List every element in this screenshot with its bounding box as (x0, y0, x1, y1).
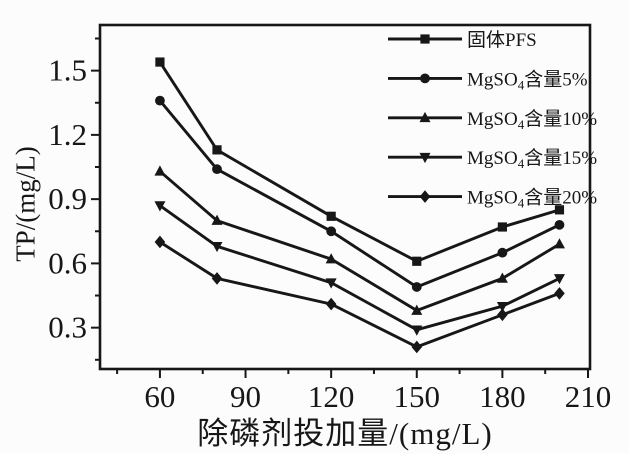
data-point-marker (154, 201, 166, 212)
x-tick-label: 90 (230, 379, 261, 414)
y-tick-label: 1.2 (48, 117, 87, 152)
data-point-marker (211, 214, 223, 225)
y-tick-label: 0.3 (48, 310, 87, 345)
data-point-marker (211, 272, 223, 285)
data-point-marker (325, 253, 337, 264)
data-point-marker (420, 34, 430, 44)
legend-item: MgSO4含量5% (388, 68, 588, 92)
legend-item: 固体PFS (388, 29, 537, 51)
series-diamond (154, 235, 565, 354)
data-point-marker (411, 304, 423, 315)
data-point-marker (154, 165, 166, 176)
data-point-marker (554, 219, 565, 230)
data-point-marker (325, 297, 337, 311)
legend-item: MgSO4含量15% (388, 147, 597, 171)
x-tick-label: 150 (394, 379, 441, 414)
data-point-marker (326, 226, 337, 237)
data-point-marker (326, 211, 336, 221)
series-triangle-down (154, 201, 565, 336)
data-point-marker (496, 301, 508, 313)
data-point-marker (212, 145, 222, 155)
y-tick-label: 0.9 (48, 181, 87, 216)
data-point-marker (420, 73, 430, 84)
y-tick-label: 1.5 (48, 53, 87, 88)
series-line (158, 61, 560, 263)
series-square (155, 57, 565, 266)
y-tick-label: 0.6 (48, 245, 87, 280)
data-point-marker (497, 247, 508, 258)
data-point-marker (497, 308, 508, 322)
data-point-marker (553, 274, 565, 285)
y-axis-title: TP/(mg/L) (10, 146, 41, 262)
data-point-marker (496, 272, 508, 283)
series-line (159, 204, 561, 332)
legend-label: MgSO4含量20% (467, 187, 597, 211)
data-point-marker (155, 95, 165, 106)
data-point-marker (411, 340, 423, 354)
legend-label: MgSO4含量10% (467, 108, 597, 132)
data-point-marker (419, 152, 431, 164)
plot-frame (98, 23, 592, 371)
x-axis-title: 除磷剂投加量/(mg/L) (197, 416, 493, 451)
legend: 固体PFS MgSO4含量5% MgSO4含量10% MgSO4含量15% MgSO4含… (388, 29, 597, 211)
x-tick-label: 180 (479, 379, 526, 414)
data-point-marker (212, 164, 222, 175)
data-point-marker (554, 205, 565, 215)
axis-ticks (91, 37, 590, 378)
legend-label: 固体PFS (467, 29, 537, 51)
series-line (159, 240, 561, 349)
x-tick-label: 120 (308, 379, 355, 414)
data-point-marker (419, 190, 431, 203)
data-point-marker (419, 111, 431, 123)
series-line (158, 99, 561, 289)
data-point-marker (497, 222, 507, 232)
data-point-marker (554, 287, 565, 300)
data-point-marker (411, 325, 423, 336)
data-point-marker (553, 238, 565, 249)
x-tick-label: 210 (565, 379, 612, 414)
data-point-marker (155, 57, 165, 67)
series-line (158, 170, 561, 313)
data-point-marker (412, 256, 422, 266)
x-tick-labels: 60 90 120 150 180 210 (144, 379, 611, 414)
legend-item: MgSO4含量10% (388, 108, 597, 132)
data-point-marker (325, 278, 337, 289)
data-point-marker (411, 282, 422, 292)
series-circle (155, 95, 565, 292)
x-tick-label: 60 (144, 379, 175, 414)
legend-label: MgSO4含量15% (467, 147, 597, 171)
series-triangle-up (154, 165, 565, 315)
y-tick-labels: 0.3 0.6 0.9 1.2 1.5 (48, 53, 87, 345)
legend-label: MgSO4含量5% (467, 68, 588, 92)
data-point-marker (154, 235, 166, 249)
data-point-marker (211, 241, 223, 253)
legend-item: MgSO4含量20% (388, 187, 597, 211)
